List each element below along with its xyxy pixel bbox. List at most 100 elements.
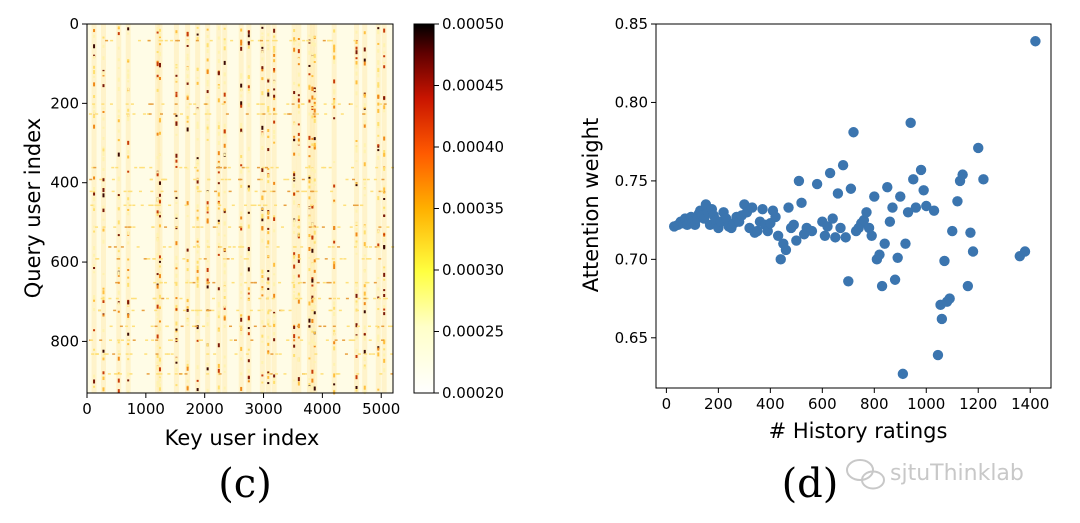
- heatmap-cell: [217, 287, 220, 291]
- heatmap-cell: [297, 140, 300, 145]
- heatmap-cell: [158, 53, 161, 57]
- scatter-point: [882, 181, 893, 193]
- heatmap-cell: [273, 96, 276, 101]
- heatmap-cell: [117, 195, 120, 200]
- heatmap-cell: [231, 258, 235, 260]
- scatter-point: [827, 213, 838, 224]
- heatmap-cell: [311, 35, 314, 40]
- heatmap-cell: [293, 192, 296, 196]
- heatmap-cell: [273, 374, 276, 378]
- heatmap-cell: [293, 29, 296, 33]
- heatmap-cell: [186, 167, 189, 170]
- heatmap-cell: [313, 115, 316, 118]
- heatmap-cell: [162, 246, 166, 248]
- heatmap-background: [87, 24, 393, 393]
- heatmap-cell: [355, 30, 358, 34]
- heatmap-cell: [267, 88, 270, 92]
- heatmap-cell: [196, 68, 199, 72]
- heatmap-cell: [258, 297, 262, 300]
- heatmap-cell: [175, 339, 179, 341]
- heatmap-cell: [158, 51, 161, 54]
- heatmap-cell: [377, 296, 380, 299]
- heatmap-cell: [383, 233, 386, 236]
- heatmap-cell: [117, 389, 120, 394]
- heatmap-cell: [247, 292, 250, 295]
- heatmap-cell: [206, 58, 209, 62]
- heatmap-cell: [240, 226, 243, 231]
- heatmap-cell: [128, 204, 132, 207]
- heatmap-cell: [269, 373, 273, 375]
- watermark-text: sjtuThinklab: [890, 461, 1024, 486]
- heatmap-cell: [127, 155, 130, 159]
- heatmap-cell: [196, 33, 199, 36]
- heatmap-cell: [93, 190, 96, 193]
- heatmap-cell: [250, 204, 254, 207]
- heatmap-cell: [100, 297, 104, 300]
- heatmap-cell: [313, 342, 316, 346]
- heatmap-cell: [270, 353, 274, 355]
- heatmap-cell: [276, 246, 280, 248]
- scatter-point: [973, 142, 984, 154]
- heatmap-cell: [223, 60, 226, 65]
- heatmap-cell: [247, 376, 250, 380]
- scatter-point: [772, 230, 784, 242]
- heatmap-cell: [247, 359, 250, 363]
- heatmap-cell: [175, 255, 178, 260]
- heatmap-cell: [206, 218, 209, 223]
- heatmap-cell: [93, 271, 96, 274]
- scatter-y-tick-label: 0.70: [615, 250, 648, 268]
- heatmap-cell: [158, 360, 161, 365]
- heatmap-cell: [211, 297, 215, 300]
- heatmap-cell: [267, 350, 270, 354]
- heatmap-cell: [108, 339, 112, 341]
- heatmap-cell: [333, 313, 336, 317]
- heatmap-cell: [196, 309, 200, 312]
- heatmap-cell: [115, 166, 119, 169]
- heatmap-cell: [297, 215, 300, 220]
- heatmap-cell: [102, 151, 105, 156]
- heatmap-cell: [363, 366, 366, 370]
- heatmap-cell: [236, 309, 240, 312]
- heatmap-cell: [174, 190, 178, 193]
- heatmap-cell: [378, 190, 382, 193]
- scatter-point: [879, 238, 890, 249]
- heatmap-cell: [333, 98, 336, 101]
- heatmap-cell: [240, 211, 243, 216]
- heatmap-cell: [117, 281, 120, 284]
- heatmap-cell: [138, 190, 142, 193]
- heatmap-cells: [88, 24, 395, 395]
- heatmap-cell: [355, 148, 358, 153]
- heatmap-cell: [355, 228, 358, 231]
- heatmap-cell: [247, 88, 250, 91]
- heatmap-cell: [333, 238, 336, 241]
- heatmap-cell: [179, 166, 183, 169]
- heatmap-cell: [199, 309, 203, 312]
- heatmap-cell: [273, 141, 276, 144]
- heatmap-cell: [196, 269, 199, 273]
- heatmap-cell: [151, 339, 155, 341]
- heatmap-cell: [196, 325, 199, 330]
- heatmap-cell: [223, 191, 226, 194]
- heatmap-cell: [244, 204, 248, 207]
- heatmap-cell: [166, 297, 170, 300]
- heatmap-cell: [330, 190, 334, 193]
- heatmap-x-tick-label: 5000: [362, 400, 400, 418]
- heatmap-cell: [333, 266, 336, 270]
- heatmap-cell: [362, 113, 366, 115]
- heatmap-cell: [363, 47, 366, 52]
- heatmap-cell: [217, 219, 220, 222]
- heatmap-cell: [93, 348, 96, 351]
- heatmap-cell: [377, 337, 380, 342]
- heatmap-cell: [311, 115, 314, 119]
- heatmap-cell: [383, 353, 386, 357]
- heatmap-cell: [293, 47, 296, 52]
- heatmap-cell: [273, 323, 276, 327]
- heatmap-cell: [217, 242, 220, 247]
- heatmap-y-tick-label: 0: [69, 15, 79, 33]
- heatmap-cell: [175, 65, 178, 68]
- heatmap-cell: [305, 166, 309, 169]
- heatmap-cell: [377, 68, 380, 73]
- heatmap-cell: [156, 173, 159, 177]
- heatmap-cell: [261, 214, 264, 219]
- heatmap-cell: [127, 390, 130, 393]
